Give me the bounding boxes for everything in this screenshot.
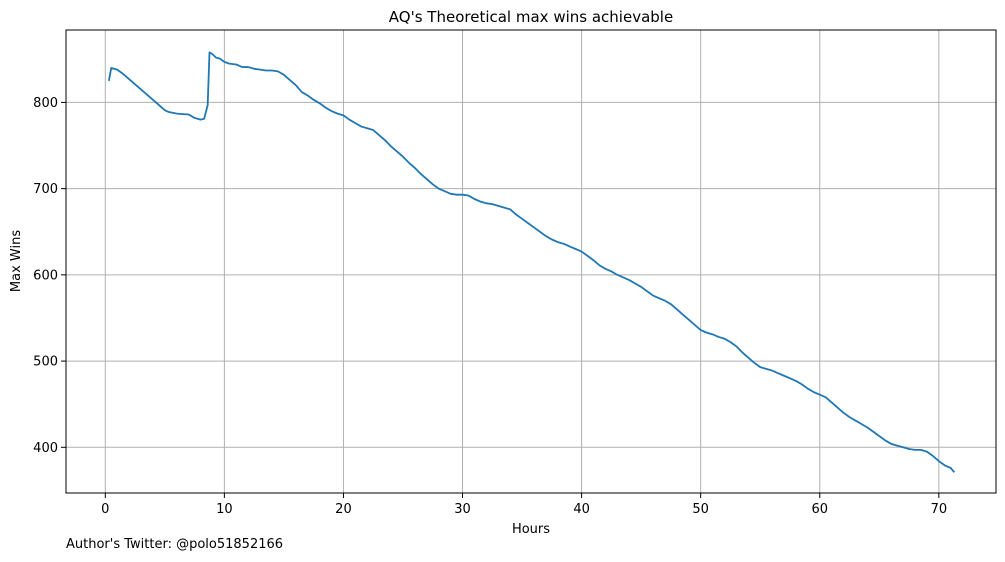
x-tick-label: 60	[811, 502, 828, 517]
x-tick-label: 40	[573, 502, 590, 517]
x-tick-label: 0	[101, 502, 109, 517]
y-axis-ticks: 400 500 600 700 800	[33, 96, 66, 456]
chart-title: AQ's Theoretical max wins achievable	[389, 8, 673, 26]
y-tick-label: 800	[33, 96, 58, 111]
x-tick-label: 10	[216, 502, 233, 517]
y-tick-label: 700	[33, 182, 58, 197]
y-tick-label: 500	[33, 355, 58, 370]
x-tick-label: 30	[454, 502, 471, 517]
y-tick-label: 600	[33, 268, 58, 283]
x-tick-label: 20	[335, 502, 352, 517]
grid-lines	[66, 30, 996, 493]
plot-frame	[65, 29, 997, 494]
data-series	[107, 51, 956, 473]
author-twitter-note: Author's Twitter: @polo51852166	[66, 537, 284, 552]
x-tick-label: 70	[931, 502, 948, 517]
x-axis-ticks: 0 10 20 30 40 50 60 70	[101, 493, 947, 517]
x-axis-label: Hours	[512, 522, 550, 537]
series-line	[107, 51, 956, 473]
y-axis-label: Max Wins	[9, 230, 24, 292]
x-tick-label: 50	[692, 502, 709, 517]
y-tick-label: 400	[33, 441, 58, 456]
